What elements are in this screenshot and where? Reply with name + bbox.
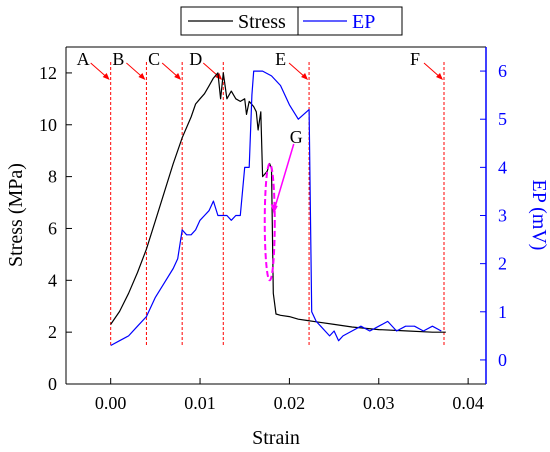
- series-line-ep: [110, 70, 442, 347]
- y-tick-label: 0: [48, 374, 57, 394]
- y2-tick-label: 2: [498, 254, 507, 274]
- marker-label-b: B: [112, 49, 124, 69]
- marker-arrowhead-b: [138, 73, 146, 80]
- y2-ticks: 0 1 2 3 4 5 6: [480, 61, 507, 370]
- plot-frame: [65, 46, 487, 385]
- annotation-arrowhead: [270, 204, 278, 214]
- legend-ep-label: EP: [352, 11, 375, 33]
- y2-tick-label: 4: [498, 157, 507, 177]
- series: [110, 70, 446, 347]
- marker-label-c: C: [148, 49, 160, 69]
- y-tick-label: 4: [48, 270, 57, 290]
- y-tick-label: 12: [39, 63, 57, 83]
- y2-tick-label: 3: [498, 206, 507, 226]
- y-tick-label: 2: [48, 322, 57, 342]
- x-tick-label: 0.03: [363, 393, 395, 413]
- x-axis-label: Strain: [252, 427, 300, 449]
- y2-tick-label: 6: [498, 61, 507, 81]
- x-ticks: 0.00 0.01 0.02 0.03 0.04: [95, 378, 484, 413]
- y2-tick-label: 5: [498, 109, 507, 129]
- y-tick-label: 6: [48, 218, 57, 238]
- y-tick-label: 8: [48, 167, 57, 187]
- x-tick-label: 0.00: [95, 393, 127, 413]
- marker-label-f: F: [410, 49, 420, 69]
- marker-arrowhead-c: [174, 73, 182, 80]
- marker-arrowhead-e: [301, 73, 309, 80]
- y2-tick-label: 1: [498, 302, 507, 322]
- x-tick-label: 0.01: [184, 393, 216, 413]
- marker-label-a: A: [77, 49, 90, 69]
- annotation-arrow: [274, 143, 295, 209]
- series-line-stress: [110, 72, 446, 333]
- x-tick-label: 0.02: [274, 393, 306, 413]
- marker-arrowhead-f: [436, 73, 443, 80]
- marker-label-d: D: [189, 49, 202, 69]
- y-axis-label: Stress (MPa): [5, 163, 27, 267]
- y2-axis-label: EP (mV): [528, 180, 550, 251]
- y-tick-label: 10: [39, 115, 57, 135]
- phase-markers: A B C D E F: [77, 49, 445, 345]
- annotation-ellipse: [263, 162, 276, 282]
- marker-arrowhead-a: [102, 73, 110, 80]
- annotation-label: G: [290, 127, 303, 147]
- y-ticks: 0 2 4 6 8 10 12: [39, 63, 72, 394]
- legend-stress-label: Stress: [238, 11, 286, 33]
- legend: Stress EP: [180, 6, 403, 36]
- g-annotation: G: [263, 127, 303, 282]
- marker-label-e: E: [275, 49, 286, 69]
- y2-tick-label: 0: [498, 350, 507, 370]
- x-tick-label: 0.04: [452, 393, 484, 413]
